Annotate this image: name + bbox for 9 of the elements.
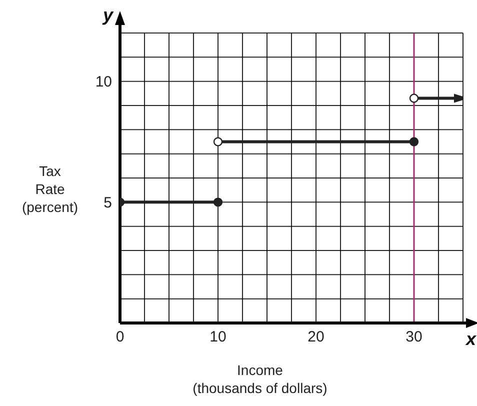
x-axis-title: Income (thousands of dollars)	[192, 361, 328, 397]
x-tick-label: 20	[308, 328, 324, 346]
y-tick-label: 5	[104, 194, 112, 212]
x-tick-label: 30	[406, 328, 422, 346]
x-tick-label: 0	[116, 328, 124, 346]
text: y	[103, 5, 114, 26]
x-tick-label: 10	[210, 328, 226, 346]
text: x	[466, 329, 476, 350]
y-axis-title: Tax Rate (percent)	[22, 162, 78, 216]
